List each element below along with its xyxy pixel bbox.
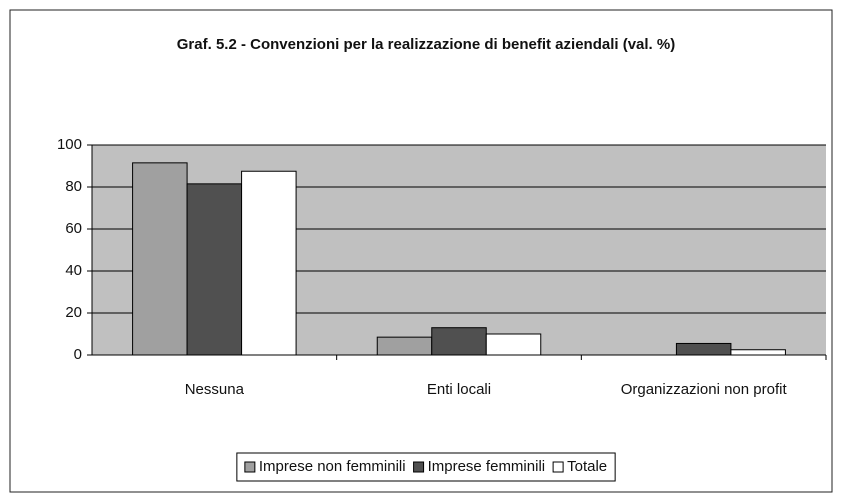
chart-title: Graf. 5.2 - Convenzioni per la realizzaz…	[177, 36, 675, 53]
legend-swatch	[552, 461, 564, 473]
legend-label: Imprese femminili	[428, 458, 546, 475]
legend-swatch	[413, 461, 425, 473]
legend: Imprese non femminili Imprese femminili To…	[236, 452, 616, 482]
y-tick-label: 20	[65, 304, 82, 321]
x-tick-label: Nessuna	[185, 381, 245, 398]
bar	[186, 183, 243, 356]
bar	[485, 333, 542, 356]
legend-label: Totale	[567, 458, 607, 475]
y-tick-label: 0	[74, 346, 82, 363]
bar	[376, 336, 433, 356]
bar	[241, 170, 297, 356]
x-tick-label: Enti locali	[427, 381, 491, 398]
y-tick-label: 60	[65, 220, 82, 237]
legend-label: Imprese non femminili	[259, 458, 406, 475]
y-tick-label: 40	[65, 262, 82, 279]
bar	[730, 349, 786, 356]
legend-box	[236, 452, 616, 482]
legend-swatch	[244, 461, 256, 473]
bar	[132, 162, 188, 356]
bar	[675, 342, 732, 356]
x-tick-label: Organizzazioni non profit	[621, 381, 788, 398]
y-tick-label: 80	[65, 178, 82, 195]
bar	[431, 327, 487, 356]
y-tick-label: 100	[57, 136, 82, 153]
